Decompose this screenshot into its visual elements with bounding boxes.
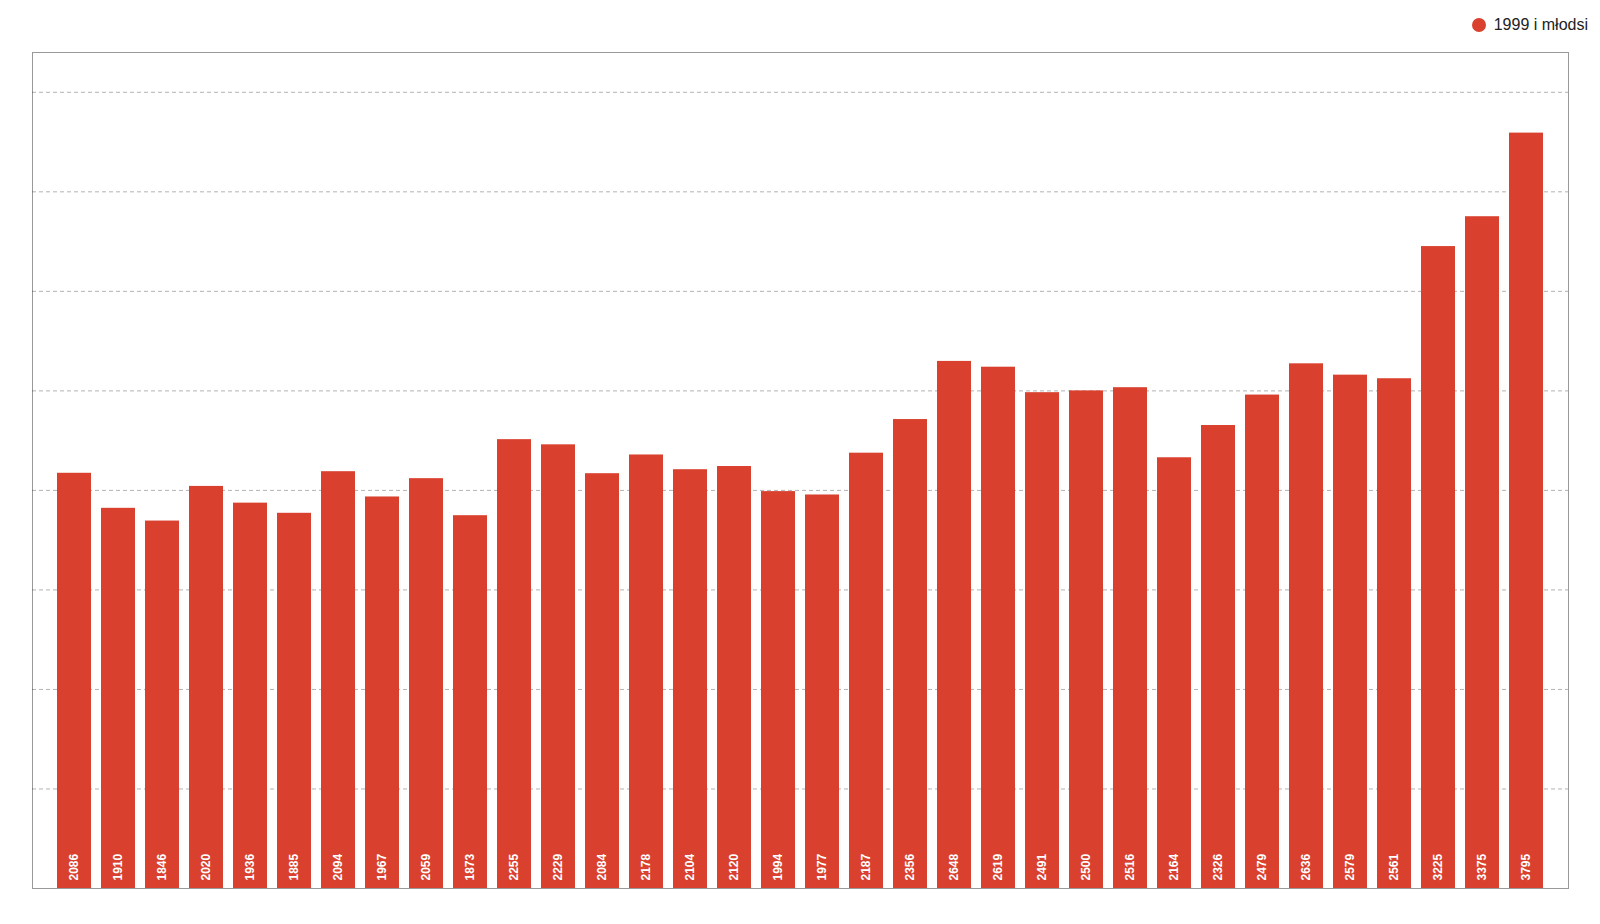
svg-text:2187: 2187 [859, 853, 873, 880]
svg-text:2104: 2104 [683, 853, 697, 880]
svg-text:1873: 1873 [463, 853, 477, 880]
svg-text:1885: 1885 [287, 853, 301, 880]
svg-text:2094: 2094 [331, 853, 345, 880]
svg-text:2229: 2229 [551, 853, 565, 880]
svg-text:2491: 2491 [1035, 853, 1049, 880]
svg-text:2020: 2020 [199, 853, 213, 880]
svg-text:2326: 2326 [1211, 853, 1225, 880]
svg-text:3225: 3225 [1431, 853, 1445, 880]
svg-text:2516: 2516 [1123, 853, 1137, 880]
svg-text:1977: 1977 [815, 853, 829, 880]
svg-text:2500: 2500 [1079, 853, 1093, 880]
svg-text:2648: 2648 [947, 853, 961, 880]
svg-text:3375: 3375 [1475, 853, 1489, 880]
svg-text:2619: 2619 [991, 853, 1005, 880]
svg-text:1994: 1994 [771, 853, 785, 880]
svg-text:2084: 2084 [595, 853, 609, 880]
svg-text:2579: 2579 [1343, 853, 1357, 880]
svg-text:2255: 2255 [507, 853, 521, 880]
svg-text:2356: 2356 [903, 853, 917, 880]
svg-text:1846: 1846 [155, 853, 169, 880]
svg-text:1967: 1967 [375, 853, 389, 880]
svg-text:2479: 2479 [1255, 853, 1269, 880]
svg-text:2120: 2120 [727, 853, 741, 880]
svg-text:1936: 1936 [243, 853, 257, 880]
svg-text:2059: 2059 [419, 853, 433, 880]
svg-text:1910: 1910 [111, 853, 125, 880]
html-text:1999 i młodsi: 1999 i młodsi [1493, 16, 1588, 33]
svg-text:2636: 2636 [1299, 853, 1313, 880]
svg-text:2086: 2086 [67, 853, 81, 880]
svg-text:2178: 2178 [639, 853, 653, 880]
svg-text:2561: 2561 [1387, 853, 1401, 880]
svg-text:3795: 3795 [1519, 853, 1533, 880]
svg-text:2164: 2164 [1167, 853, 1181, 880]
